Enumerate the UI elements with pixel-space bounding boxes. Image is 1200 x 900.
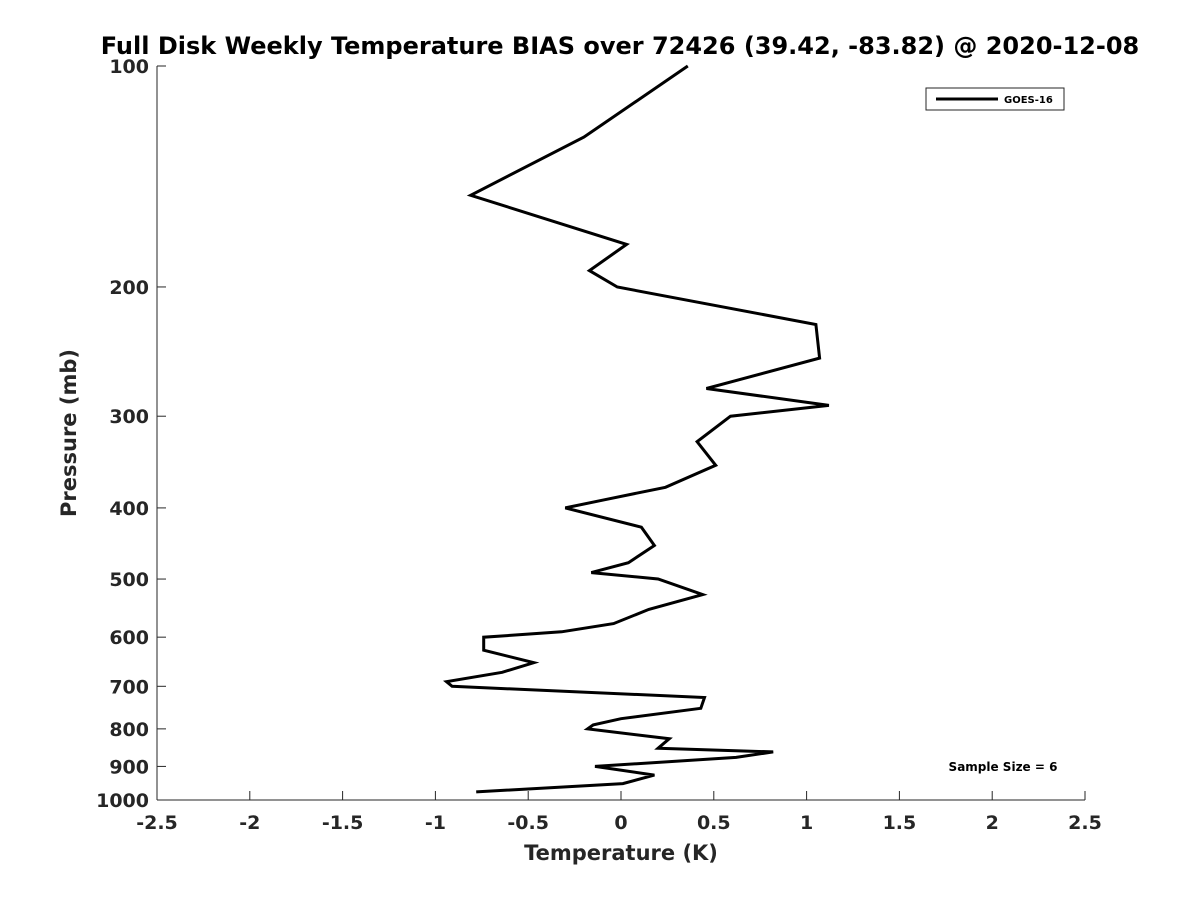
series-line-goes-16 [443,64,830,794]
y-tick-label: 800 [109,719,149,741]
legend: GOES-16 [925,87,1065,111]
x-tick-label: -2 [239,812,260,834]
y-tick-label: 400 [109,498,149,520]
y-tick-label: 1000 [96,790,149,812]
y-tick-label: 500 [109,569,149,591]
x-tick-label: 1.5 [883,812,917,834]
y-tick-label: 900 [109,756,149,778]
x-axis-label: Temperature (K) [524,841,718,865]
x-tick-label: -2.5 [136,812,178,834]
plot-area: -2.5 -2 -1.5 -1 -0.5 0 0.5 1 1.5 2 2.5 100 200 300 40… [96,56,1102,834]
x-tick-label: 0.5 [697,812,731,834]
x-tick-label: 0 [614,812,627,834]
x-tick-label: 2 [986,812,999,834]
x-ticks: -2.5 -2 -1.5 -1 -0.5 0 0.5 1 1.5 2 2.5 [136,791,1102,834]
legend-entry-goes-16: GOES-16 [1004,95,1053,106]
y-tick-label: 700 [109,676,149,698]
x-tick-label: 1 [800,812,813,834]
sample-size-annotation: Sample Size = 6 [949,760,1058,774]
chart-title: Full Disk Weekly Temperature BIAS over 7… [101,32,1140,60]
x-tick-label: -0.5 [507,812,549,834]
y-ticks: 100 200 300 400 500 600 700 800 900 1000 [96,56,166,812]
y-tick-label: 300 [109,406,149,428]
x-tick-label: -1 [425,812,446,834]
y-axis-label: Pressure (mb) [57,349,81,517]
x-tick-label: 2.5 [1068,812,1102,834]
x-tick-label: -1.5 [322,812,364,834]
y-tick-label: 200 [109,277,149,299]
series-group [443,64,830,794]
y-tick-label: 600 [109,627,149,649]
y-tick-label: 100 [109,56,149,78]
